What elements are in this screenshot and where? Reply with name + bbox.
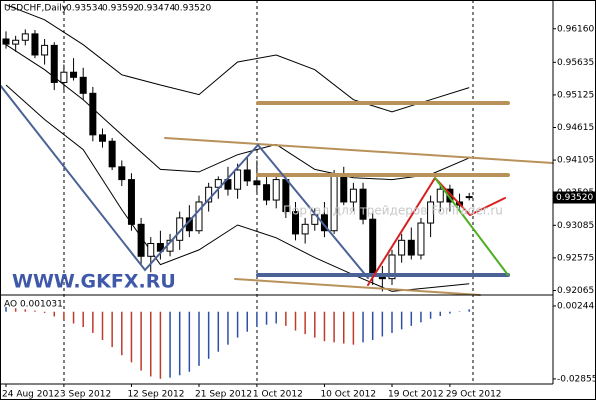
candle-body <box>147 243 155 257</box>
x-tick-label: 21 Sep 2012 <box>195 390 252 400</box>
y-tick-label: 0.92065 <box>557 286 594 296</box>
candle-body <box>137 223 145 257</box>
candle-body <box>99 134 106 142</box>
candle-body <box>195 201 203 232</box>
candle-body <box>79 76 87 94</box>
candle-body <box>301 223 309 235</box>
candle-body <box>118 166 126 181</box>
trend-line <box>164 137 554 164</box>
candle-body <box>127 179 135 225</box>
drawn-objects <box>0 84 554 296</box>
band-line <box>5 4 470 113</box>
candle-body <box>388 254 396 280</box>
projection-line <box>367 176 506 286</box>
chart-title: USDCHF,Daily <box>4 4 68 14</box>
candle-body <box>31 33 39 56</box>
x-tick-label: 1 Oct 2012 <box>253 390 303 400</box>
x-tick-label: 19 Oct 2012 <box>388 390 444 400</box>
candle-body <box>349 188 357 203</box>
candle-body <box>89 92 97 136</box>
pattern-line <box>0 84 369 279</box>
ohlc-value: 0.93474 <box>138 4 175 14</box>
watermark: Портал для трейдеров ForTrader.ru <box>283 204 503 218</box>
candle-body <box>21 33 29 41</box>
candle-body <box>70 71 78 78</box>
candle-body <box>359 188 367 220</box>
candle-body <box>2 38 10 45</box>
candle-body <box>156 243 164 252</box>
candle-body <box>205 186 213 203</box>
candle-body <box>214 179 222 188</box>
watermark: WWW.GKFX.RU <box>12 271 176 293</box>
candle-body <box>60 71 68 83</box>
candle-body <box>41 44 49 56</box>
x-tick-label: 24 Aug 2012 <box>2 390 60 400</box>
y-tick-label: 0.93085 <box>557 221 594 231</box>
candle-body <box>427 201 435 224</box>
ohlc-value: 0.93592 <box>102 4 139 14</box>
y-tick-label: 0.92575 <box>557 253 594 263</box>
candle-body <box>108 140 116 168</box>
candle-body <box>417 222 425 256</box>
candle-body <box>272 179 280 201</box>
y-tick-label: 0.94615 <box>557 123 594 133</box>
projection-line <box>434 177 509 276</box>
y-tick-label: 0.95125 <box>557 90 594 100</box>
x-tick-label: 12 Sep 2012 <box>127 390 184 400</box>
candle-body <box>50 44 58 83</box>
candle-body <box>243 169 251 182</box>
ohlc-value: 0.93520 <box>174 4 211 14</box>
candle-body <box>263 184 271 201</box>
candle-body <box>234 169 242 190</box>
price-label: 0.93520 <box>556 193 593 203</box>
candle-body <box>369 218 377 276</box>
candle-body <box>465 196 473 199</box>
y-tick-label: 0.95635 <box>557 58 594 68</box>
y-tick-label: -0.02855 <box>557 374 596 384</box>
band-line <box>5 84 470 292</box>
candle-body <box>398 239 406 256</box>
candle-body <box>407 239 415 256</box>
candle-body <box>436 188 444 203</box>
y-tick-label: 0.96160 <box>557 24 594 34</box>
x-tick-label: 29 Oct 2012 <box>446 390 502 400</box>
price-label-box <box>553 191 595 204</box>
x-tick-label: 10 Oct 2012 <box>320 390 376 400</box>
candle-body <box>12 39 20 45</box>
indicator-title: AO 0.001031 <box>4 300 63 310</box>
y-tick-label: 0.94105 <box>557 156 594 166</box>
x-tick-label: 3 Sep 2012 <box>60 390 111 400</box>
ohlc-value: 0.93534 <box>66 4 103 14</box>
candle-body <box>253 180 261 186</box>
candle-body <box>292 211 299 235</box>
candle-body <box>340 175 348 203</box>
trend-line <box>234 278 481 296</box>
y-tick-label: 0.00244 <box>557 301 594 311</box>
